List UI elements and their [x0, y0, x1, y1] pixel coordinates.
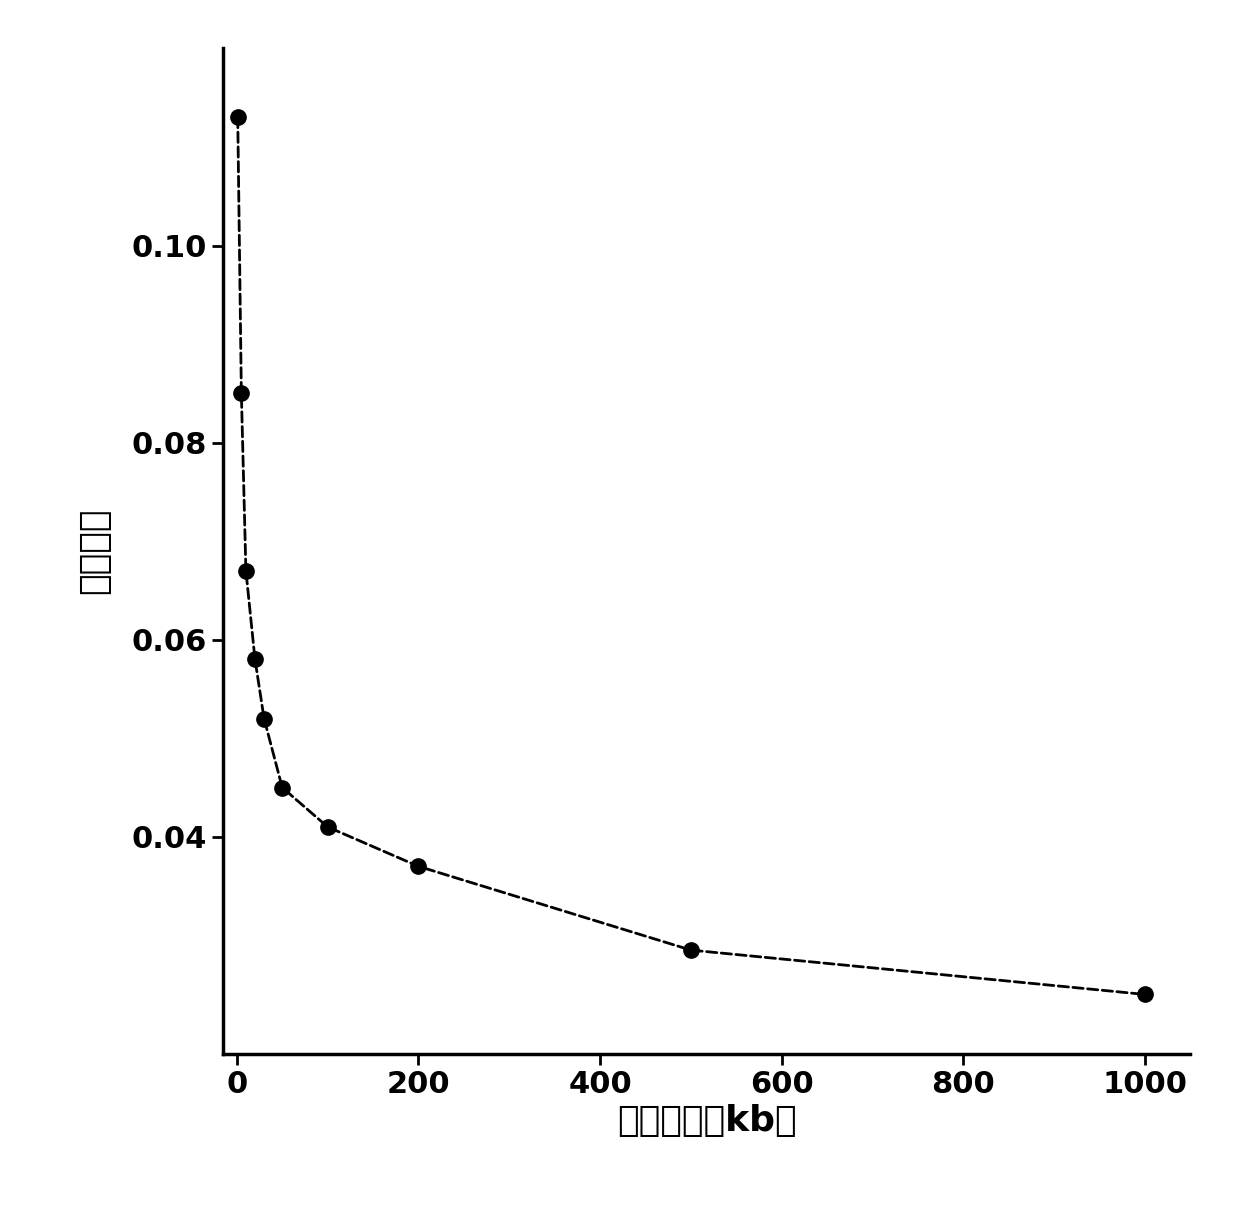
X-axis label: 窗口大小（kb）: 窗口大小（kb） [618, 1104, 796, 1138]
Y-axis label: 变异系数: 变异系数 [77, 507, 112, 595]
